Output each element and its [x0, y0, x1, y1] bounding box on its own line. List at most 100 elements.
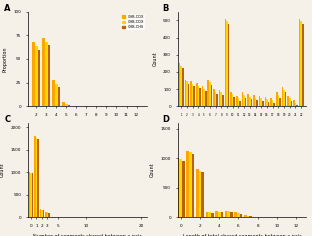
- Bar: [219, 90, 221, 106]
- Bar: [299, 19, 300, 106]
- Bar: [45, 212, 46, 217]
- Bar: [35, 46, 37, 106]
- Bar: [36, 138, 37, 217]
- Bar: [293, 100, 295, 106]
- X-axis label: Length of segments: Length of segments: [63, 123, 112, 128]
- Bar: [221, 93, 222, 106]
- Bar: [283, 90, 285, 106]
- Bar: [247, 94, 249, 106]
- Bar: [290, 101, 292, 106]
- Legend: CHB-CDX, CHB-CDX, CHB-CHS: CHB-CDX, CHB-CDX, CHB-CHS: [121, 13, 145, 30]
- Bar: [262, 101, 264, 106]
- Bar: [45, 42, 47, 106]
- X-axis label: Chromosome: Chromosome: [226, 123, 258, 128]
- Bar: [253, 95, 255, 106]
- Bar: [46, 212, 48, 217]
- Bar: [201, 172, 204, 217]
- Bar: [302, 24, 304, 106]
- Bar: [30, 173, 32, 217]
- Y-axis label: Count: Count: [150, 163, 155, 177]
- Bar: [177, 158, 179, 217]
- Bar: [236, 96, 237, 106]
- Bar: [58, 87, 61, 106]
- Bar: [206, 212, 208, 217]
- Bar: [202, 86, 203, 106]
- Bar: [287, 96, 289, 106]
- Text: B: B: [163, 4, 169, 13]
- Bar: [233, 97, 235, 106]
- Bar: [182, 68, 184, 106]
- Text: C: C: [4, 115, 11, 124]
- Bar: [205, 91, 207, 106]
- Bar: [190, 81, 192, 106]
- Bar: [28, 172, 30, 217]
- Bar: [192, 154, 194, 217]
- Bar: [296, 105, 298, 106]
- Bar: [209, 82, 211, 106]
- Bar: [211, 85, 212, 106]
- Y-axis label: Proportion: Proportion: [3, 46, 8, 72]
- X-axis label: Length of total shared segments between a pair: Length of total shared segments between …: [183, 234, 301, 236]
- Bar: [272, 100, 273, 106]
- Bar: [249, 97, 251, 106]
- Bar: [218, 212, 221, 217]
- Bar: [276, 93, 278, 106]
- Bar: [196, 83, 197, 106]
- Bar: [41, 210, 43, 217]
- Bar: [243, 95, 245, 106]
- Bar: [226, 21, 228, 106]
- Bar: [266, 99, 268, 106]
- Bar: [52, 80, 55, 106]
- Bar: [234, 212, 237, 217]
- Bar: [255, 98, 256, 106]
- Bar: [295, 103, 296, 106]
- Bar: [221, 212, 223, 217]
- Bar: [225, 19, 226, 106]
- Bar: [289, 98, 290, 106]
- Bar: [34, 136, 36, 217]
- Bar: [240, 214, 242, 217]
- Bar: [62, 102, 65, 106]
- Text: D: D: [163, 115, 169, 124]
- Bar: [188, 84, 189, 106]
- Bar: [215, 211, 218, 217]
- Y-axis label: Count: Count: [153, 52, 158, 66]
- Bar: [282, 87, 283, 106]
- Bar: [199, 88, 201, 106]
- Bar: [32, 173, 33, 217]
- Bar: [227, 211, 230, 217]
- Bar: [244, 215, 247, 217]
- Bar: [213, 89, 215, 106]
- Bar: [179, 63, 180, 106]
- Bar: [256, 100, 258, 106]
- Bar: [216, 94, 218, 106]
- Bar: [189, 152, 192, 217]
- Bar: [42, 38, 45, 106]
- Bar: [32, 42, 35, 106]
- Bar: [182, 161, 185, 217]
- Bar: [242, 93, 243, 106]
- Bar: [193, 86, 195, 106]
- Bar: [196, 169, 199, 217]
- Bar: [179, 159, 182, 217]
- Bar: [47, 45, 50, 106]
- Bar: [215, 92, 216, 106]
- Bar: [247, 216, 249, 217]
- Bar: [208, 212, 211, 217]
- Bar: [261, 98, 262, 106]
- Bar: [278, 95, 279, 106]
- Bar: [186, 151, 189, 217]
- X-axis label: Number of segments shared between a pair: Number of segments shared between a pair: [33, 234, 142, 236]
- Text: A: A: [4, 4, 11, 13]
- Bar: [48, 213, 50, 217]
- Bar: [55, 84, 58, 106]
- Bar: [40, 209, 41, 217]
- Bar: [237, 98, 239, 106]
- Bar: [273, 103, 275, 106]
- Bar: [203, 89, 205, 106]
- Bar: [192, 84, 193, 106]
- Bar: [197, 86, 199, 106]
- Bar: [245, 98, 246, 106]
- Bar: [65, 104, 68, 106]
- Bar: [37, 50, 40, 106]
